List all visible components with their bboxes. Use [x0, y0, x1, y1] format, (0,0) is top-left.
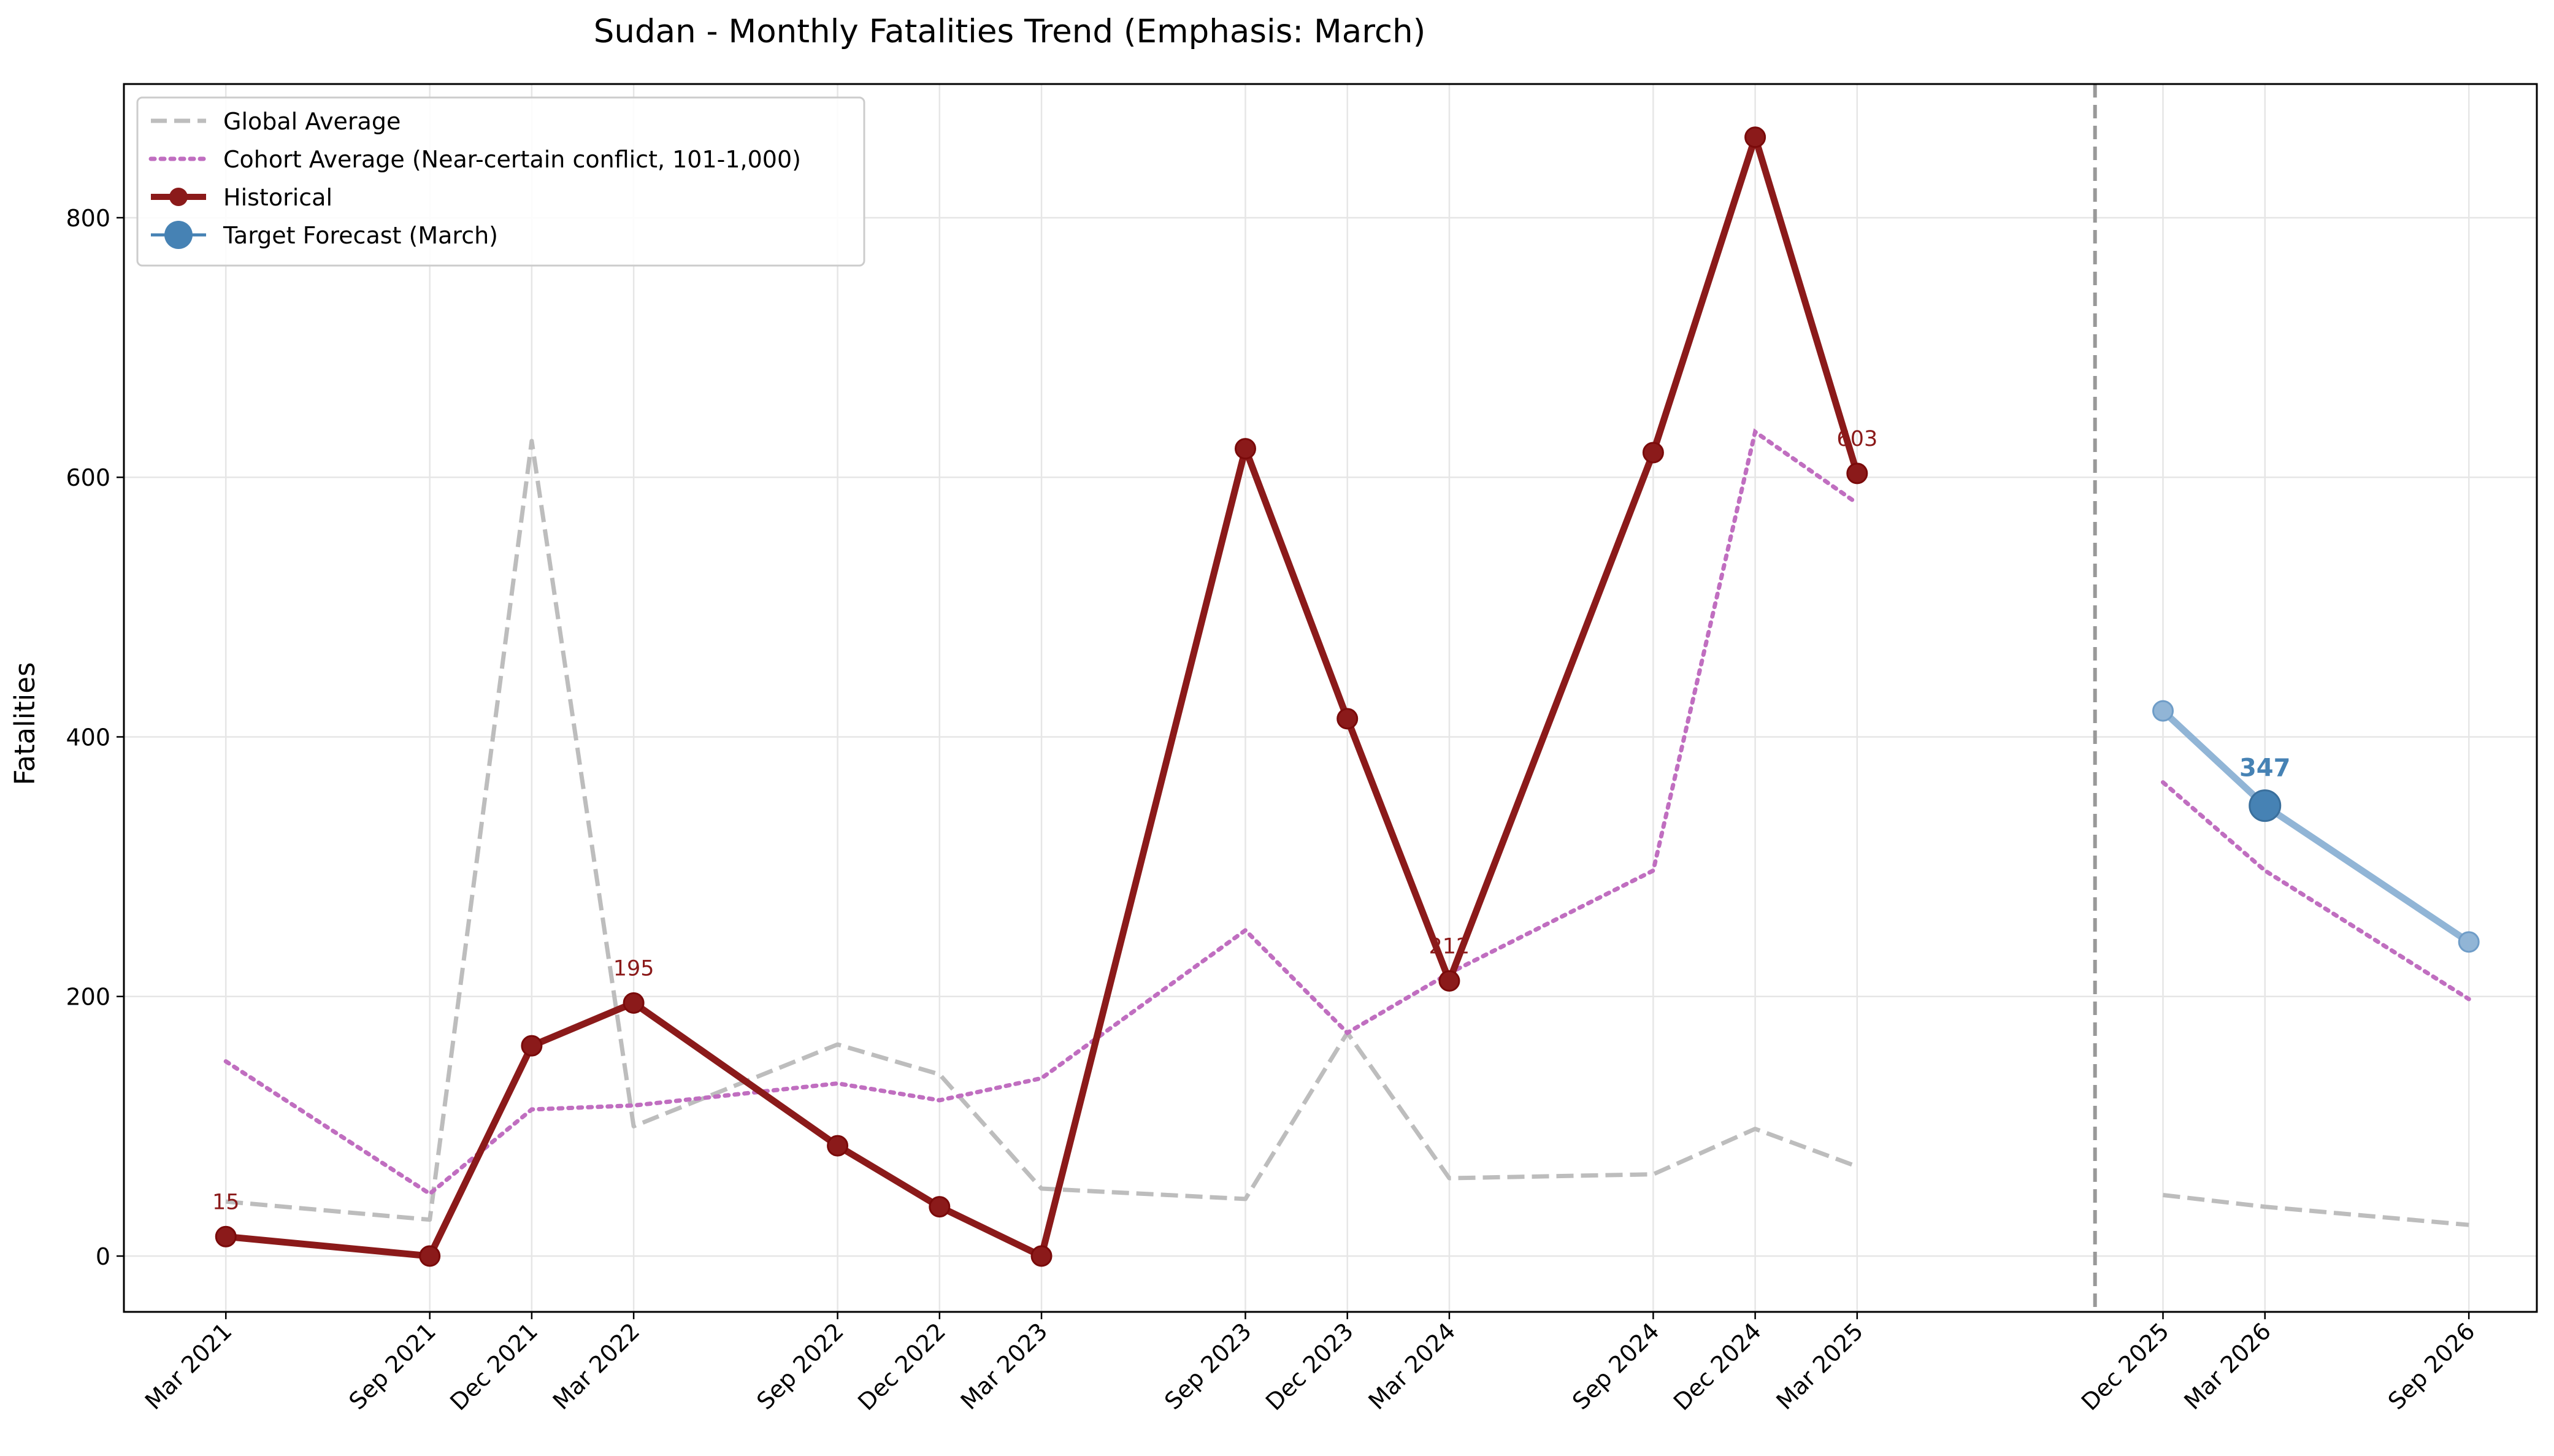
chart-title: Sudan - Monthly Fatalities Trend (Emphas… — [594, 13, 1426, 50]
legend-global-average-label: Global Average — [223, 108, 401, 135]
legend-target-forecast-march-swatch-marker — [164, 221, 193, 249]
forecast-path-point — [2152, 700, 2174, 722]
global-average-line — [2163, 1193, 2469, 1227]
target-forecast-label: 347 — [2239, 754, 2291, 783]
historical-point — [419, 1245, 441, 1267]
historical-data-label: 195 — [613, 956, 654, 981]
legend-cohort-average-near-certain-conflict-101-1-000-label: Cohort Average (Near-certain conflict, 1… — [223, 146, 801, 173]
legend-target-forecast-march-label: Target Forecast (March) — [223, 222, 498, 249]
cohort-average-line — [2161, 780, 2471, 1002]
historical-point — [1438, 970, 1460, 992]
historical-point — [1336, 708, 1359, 730]
legend-box — [136, 96, 865, 267]
historical-point — [929, 1196, 951, 1218]
global-average-line — [225, 439, 1858, 1222]
y-tick-label: 0 — [96, 1243, 110, 1270]
legend-historical-label: Historical — [223, 184, 332, 211]
historical-point — [521, 1035, 543, 1057]
historical-point — [215, 1225, 237, 1247]
historical-data-label: 15 — [212, 1190, 240, 1214]
target-forecast-point — [2249, 789, 2282, 822]
historical-point — [1234, 438, 1256, 460]
historical-data-label: 212 — [1429, 934, 1470, 959]
historical-point — [1846, 462, 1868, 485]
y-axis-label: Fatalities — [9, 662, 41, 786]
y-tick-label: 400 — [66, 724, 110, 751]
historical-data-label: 603 — [1836, 427, 1877, 451]
y-tick-label: 600 — [66, 464, 110, 491]
forecast-path-point — [2458, 931, 2480, 953]
historical-point — [1642, 442, 1664, 464]
y-tick-label: 800 — [66, 205, 110, 232]
historical-point — [827, 1135, 849, 1157]
plot-frame — [123, 83, 2538, 1313]
historical-point — [1030, 1245, 1053, 1267]
historical-point — [1744, 126, 1766, 148]
y-tick-label: 200 — [66, 984, 110, 1011]
historical-point — [623, 992, 645, 1014]
cohort-average-line — [223, 428, 1860, 1197]
legend-historical-swatch-marker — [169, 188, 188, 206]
